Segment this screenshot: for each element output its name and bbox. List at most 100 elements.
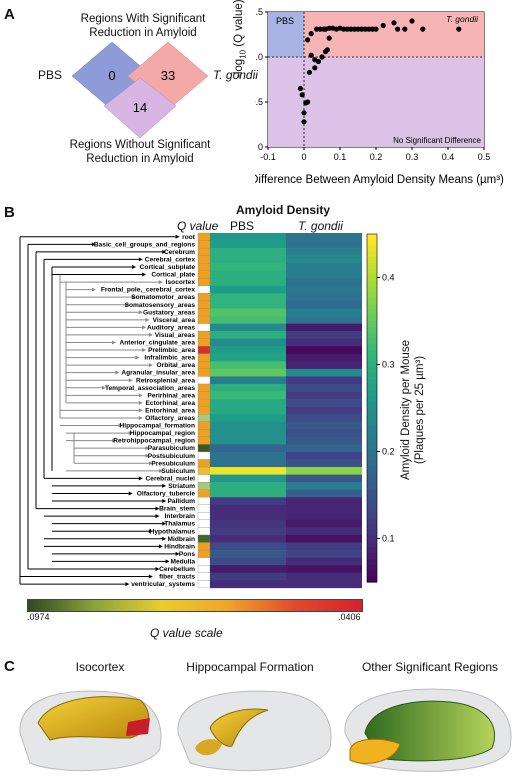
region-label: Olfactory_areas (145, 415, 195, 422)
region-label: Midbrain (168, 536, 195, 543)
venn-right-count: 33 (161, 68, 175, 83)
qvalue-cell (197, 542, 211, 551)
heatmap-cell-tgondii (286, 436, 362, 445)
qvalue-cell (197, 497, 211, 505)
x-tick-label: 0.3 (406, 152, 419, 162)
colorbar-segment (367, 437, 377, 444)
tree-arrow (138, 408, 143, 413)
colorbar-segment (367, 263, 377, 270)
qvalue-cell (197, 565, 211, 573)
heatmap-cell-pbs (210, 459, 286, 468)
qvalue-cell (197, 414, 211, 422)
heatmap-cell-tgondii (286, 572, 362, 581)
heatmap-cell-pbs (210, 368, 286, 377)
region-label: Frontal_pole,_cerebral_cortex (101, 287, 196, 294)
venn-shapes: 0 33 14 (71, 41, 209, 139)
tree-arrow (162, 536, 167, 541)
tree-arrow (111, 438, 116, 443)
data-point (314, 26, 320, 32)
qvalue-cell (197, 391, 211, 400)
region-label: Brain_stem (159, 506, 195, 513)
colorbar-segment (367, 234, 377, 241)
data-point (308, 30, 314, 37)
tree-arrow (142, 272, 147, 277)
tree-arrow (138, 257, 143, 262)
data-point (373, 26, 379, 32)
y-tick-label: 0 (258, 142, 263, 152)
heatmap-cell-pbs (210, 233, 286, 241)
colorbar-segment (367, 466, 377, 473)
qvalue-scale-label: Q value scale (150, 626, 223, 640)
qvalue-cell (197, 263, 211, 271)
heatmap-cell-tgondii (286, 331, 362, 339)
region-label: Ectorhinal_area (146, 400, 196, 407)
data-point (305, 37, 311, 43)
heatmap-cell-pbs (210, 444, 286, 453)
colorbar-segment (367, 477, 377, 484)
colorbar-segment (367, 576, 377, 583)
region-label: Striatum (168, 483, 195, 490)
data-point (305, 99, 311, 105)
tree-arrow (142, 325, 147, 330)
colorbar-segment (367, 500, 377, 508)
brain-other-regions-image (344, 688, 512, 772)
region-label: Auditory_areas (147, 324, 195, 331)
colorbar-segment (367, 506, 377, 513)
qvalue-cell (197, 232, 211, 241)
heatmap-cell-pbs (210, 565, 286, 574)
qvalue-cell (197, 346, 211, 354)
region-label: Visceral_area (153, 317, 196, 324)
brain-label-isocortex: Isocortex (75, 660, 125, 674)
x-tick-label: 0.2 (370, 152, 383, 162)
tree-arrow (155, 506, 160, 511)
colorbar-segment (367, 274, 377, 281)
heatmap-cell-pbs (210, 550, 286, 558)
colorbar-segment (367, 524, 377, 531)
region-pbs (268, 12, 304, 57)
tree-arrow (138, 415, 143, 420)
qvalue-header: Q value (177, 219, 219, 233)
brain-isocortex-image (19, 690, 162, 772)
colorbar-segment (367, 350, 377, 357)
data-point (306, 69, 312, 75)
heatmap-cell-pbs (210, 331, 286, 339)
y-tick-label: 0.5 (255, 97, 263, 107)
region-no-significant (268, 57, 484, 147)
colorbar-segment (367, 361, 377, 368)
x-tick-label: 0 (301, 152, 306, 162)
region-label: Infralimbic_area (144, 355, 195, 362)
colorbar-segment (367, 286, 377, 293)
colorbar-segment (367, 448, 377, 455)
region-label: ventricular_systems (131, 581, 195, 588)
qvalue-cell (197, 361, 211, 370)
x-tick-label: -0.1 (260, 152, 276, 162)
colorbar-segment (367, 315, 377, 322)
qvalue-cell (197, 255, 211, 264)
heatmap-cell-pbs (210, 504, 286, 513)
qvalue-cell (197, 429, 211, 438)
colorbar-segment (367, 402, 377, 409)
colorbar-segment (367, 512, 377, 519)
region-labels: rootBasic_cell_groups_and_regionsCerebru… (94, 234, 196, 588)
region-label: Basic_cell_groups_and_regions (94, 241, 195, 248)
tree-arrow (175, 551, 180, 556)
colorbar-segment (367, 338, 377, 345)
heatmap-cell-pbs (210, 376, 286, 385)
heatmap-cell-tgondii (286, 580, 362, 589)
qvalue-cell (197, 534, 211, 543)
venn-top-title-line2: Reduction in Amyloid (89, 27, 197, 39)
colorbar-segment (367, 442, 377, 450)
region-label: Pons (179, 551, 195, 558)
region-label: Anterior_cingulate_area (120, 340, 196, 347)
heatmap-cell-pbs (210, 248, 286, 256)
heatmap-cell-tgondii (286, 391, 362, 400)
tree-arrow (138, 310, 143, 315)
qvalue-scale-left: .0974 (27, 612, 50, 622)
data-point (301, 119, 307, 125)
colorbar-segment (367, 547, 377, 554)
column-header-tgondii: T. gondii (298, 219, 343, 233)
region-label: Olfactory_tubercle (137, 491, 196, 498)
heatmap-cell-pbs (210, 406, 286, 415)
colorbar-segment (367, 431, 377, 438)
data-point (402, 26, 408, 32)
